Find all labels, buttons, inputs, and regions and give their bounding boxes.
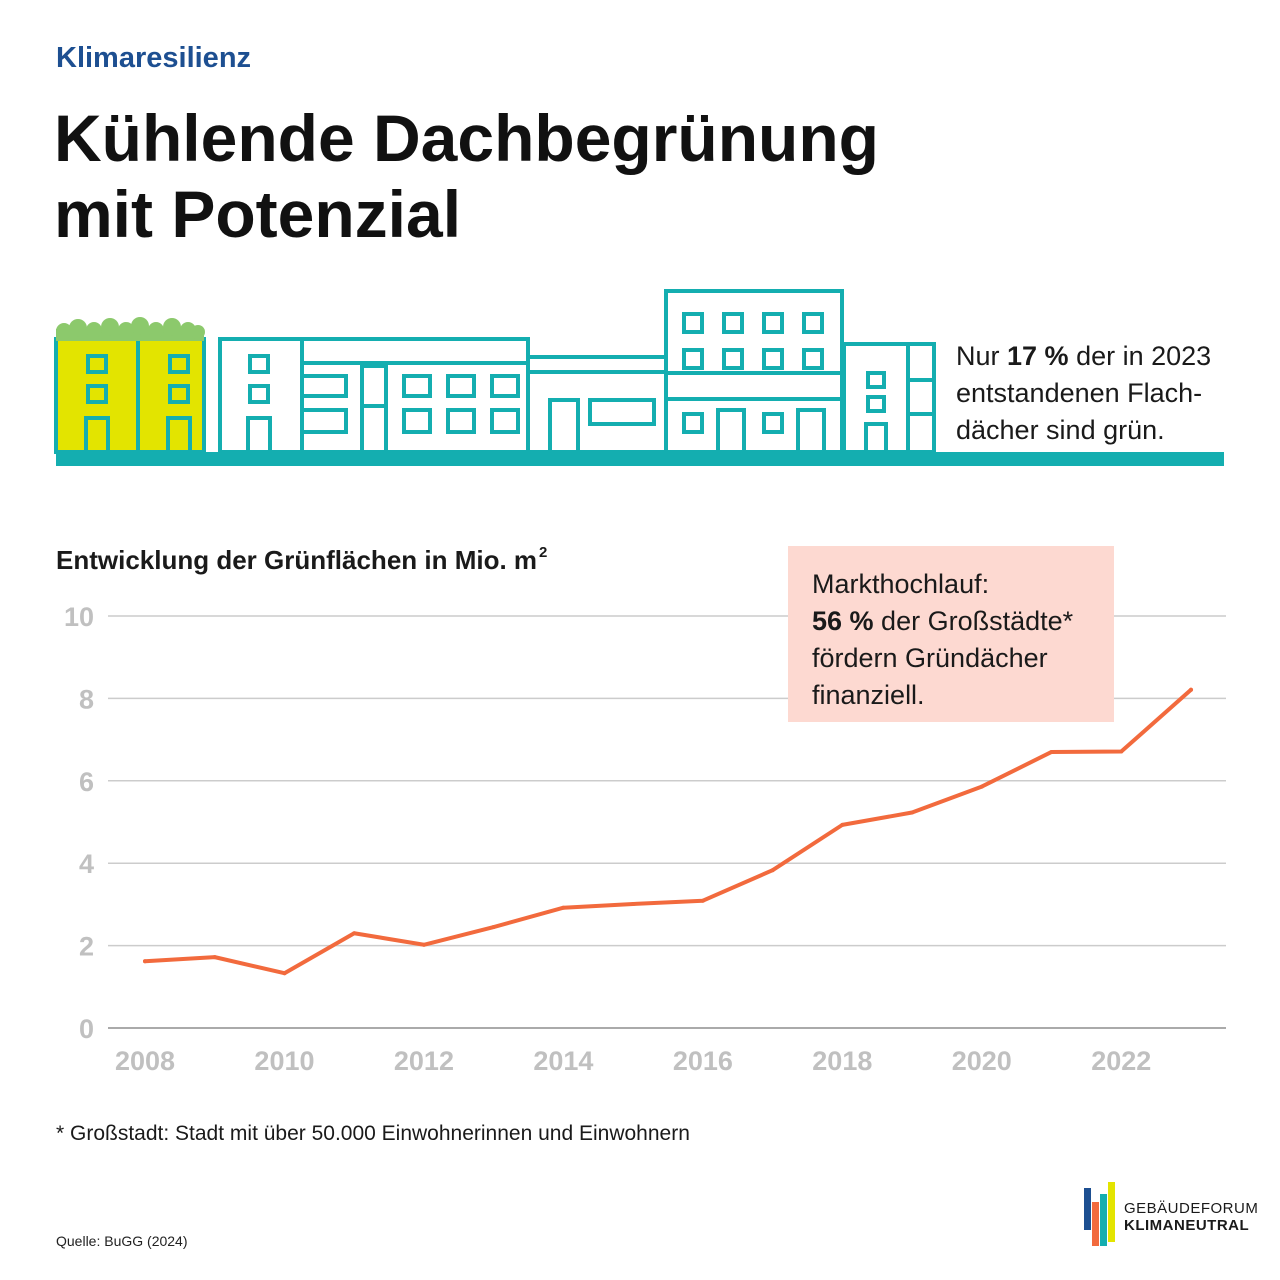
x-tick-label: 2010 — [254, 1046, 314, 1076]
market-callout-rest: der Großstädte* fördern Gründächer finan… — [812, 606, 1074, 710]
title-line-1: Kühlende Dachbegrünung — [54, 101, 879, 175]
data-point-2022 — [1119, 749, 1124, 754]
kicker: Klimaresilienz — [56, 42, 252, 74]
x-tick-label: 2020 — [952, 1046, 1012, 1076]
y-tick-label: 2 — [79, 932, 94, 962]
gebaeudeforum-logo-icon — [1084, 1182, 1115, 1246]
x-tick-label: 2012 — [394, 1046, 454, 1076]
title-line-2: mit Potenzial — [54, 177, 462, 251]
x-tick-label: 2014 — [533, 1046, 593, 1076]
share-highlight: 17 % — [1007, 341, 1069, 371]
data-point-2020 — [979, 784, 984, 789]
x-tick-label: 2016 — [673, 1046, 733, 1076]
y-tick-label: 4 — [79, 849, 94, 879]
data-point-2018 — [840, 822, 845, 827]
data-point-2019 — [910, 810, 915, 815]
y-tick-label: 0 — [79, 1014, 94, 1044]
series-line-0 — [143, 687, 1193, 976]
y-tick-label: 6 — [79, 767, 94, 797]
green-roof-share-callout: Nur 17 % der in 2023 entstandenen Flach-… — [956, 338, 1256, 449]
data-point-2009 — [212, 955, 217, 960]
green-area-line-chart: 0 2 4 6 8 10 2008 2010 2012 2014 2016 2018 2020 2022 — [64, 602, 1226, 1076]
y-tick-label: 10 — [64, 602, 94, 632]
logo-line-2: KLIMANEUTRAL — [1124, 1217, 1250, 1234]
data-point-2011 — [352, 931, 357, 936]
market-callout-box: Markthochlauf: 56 % der Großstädte* förd… — [788, 546, 1114, 722]
data-point-2012 — [421, 942, 426, 947]
logo-line-1: GEBÄUDEFORUM — [1124, 1200, 1259, 1217]
data-point-2014 — [561, 905, 566, 910]
market-callout-text: Markthochlauf: 56 % der Großstädte* förd… — [812, 566, 1112, 714]
x-tick-label: 2008 — [115, 1046, 175, 1076]
share-prefix: Nur — [956, 341, 1008, 371]
page-title: Kühlende Dachbegrünung mit Potenzial — [54, 100, 1054, 252]
city-skyline-illustration — [54, 289, 1224, 466]
y-tick-label: 8 — [79, 684, 94, 714]
chart-title-text: Entwicklung der Grünflächen in Mio. m — [56, 545, 538, 575]
data-point-2013 — [491, 925, 496, 930]
data-point-2016 — [700, 898, 705, 903]
footnote: * Großstadt: Stadt mit über 50.000 Einwo… — [56, 1122, 690, 1145]
market-callout-line1: Markthochlauf: — [812, 569, 990, 599]
data-point-2008 — [143, 959, 147, 964]
logo-wordmark: GEBÄUDEFORUM KLIMANEUTRAL — [1124, 1200, 1258, 1234]
market-callout-highlight: 56 % — [812, 606, 874, 636]
data-point-2021 — [1049, 749, 1054, 754]
source-note: Quelle: BuGG (2024) — [56, 1233, 188, 1249]
x-tick-label: 2022 — [1091, 1046, 1151, 1076]
data-point-2017 — [770, 868, 775, 873]
data-point-2010 — [282, 971, 287, 976]
data-point-2015 — [631, 901, 636, 906]
chart-title-superscript: 2 — [539, 544, 548, 561]
share-suffix: der in 2023 entstandenen Flach-dächer si… — [956, 341, 1212, 445]
x-tick-label: 2018 — [812, 1046, 872, 1076]
data-point-2023 — [1189, 687, 1193, 692]
